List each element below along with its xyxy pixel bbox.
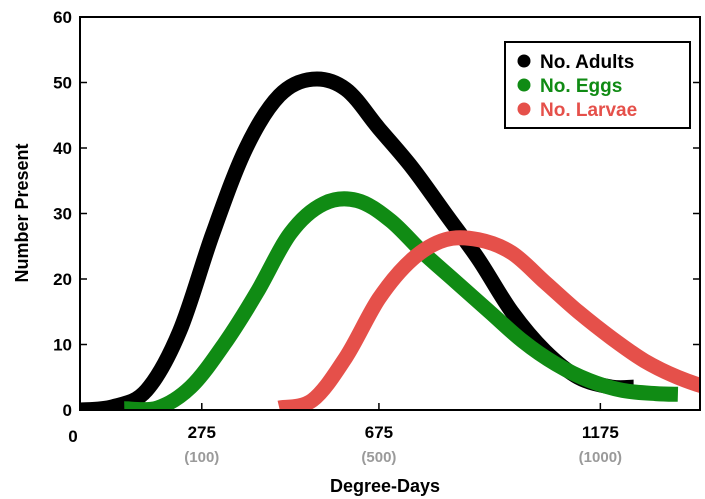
y-tick-label: 0 xyxy=(63,401,72,420)
legend-marker xyxy=(517,54,531,68)
x-tick-label: 275 xyxy=(188,423,216,442)
x-tick-label: 0 xyxy=(68,427,77,446)
legend-marker xyxy=(517,102,531,116)
y-tick-label: 40 xyxy=(53,139,72,158)
legend-marker xyxy=(517,78,531,92)
legend-box xyxy=(504,41,691,129)
y-tick-label: 10 xyxy=(53,336,72,355)
legend-label: No. Larvae xyxy=(540,100,637,121)
series-line-1 xyxy=(124,191,679,410)
legend-label: No. Adults xyxy=(540,52,634,73)
legend-label: No. Eggs xyxy=(540,76,622,97)
x-tick-sublabel: (100) xyxy=(184,449,219,466)
series-line-2 xyxy=(277,230,700,410)
y-tick-label: 60 xyxy=(53,8,72,27)
y-axis-label: Number Present xyxy=(12,143,32,282)
y-tick-label: 30 xyxy=(53,205,72,224)
plot-area xyxy=(80,71,700,410)
y-tick-label: 50 xyxy=(53,74,72,93)
y-tick-label: 20 xyxy=(53,270,72,289)
x-tick-sublabel: (1000) xyxy=(579,449,622,466)
x-tick-label: 1175 xyxy=(582,423,619,442)
x-tick-label: 675 xyxy=(365,423,393,442)
axes: 0 10 20 30 40 50 60 0 275 (100) 675 (500) 1175 (1000) xyxy=(53,8,701,466)
x-tick-sublabel: (500) xyxy=(361,449,396,466)
legend: No. Adults No. Eggs No. Larvae xyxy=(504,41,691,129)
x-axis-label: Degree-Days xyxy=(330,476,440,496)
